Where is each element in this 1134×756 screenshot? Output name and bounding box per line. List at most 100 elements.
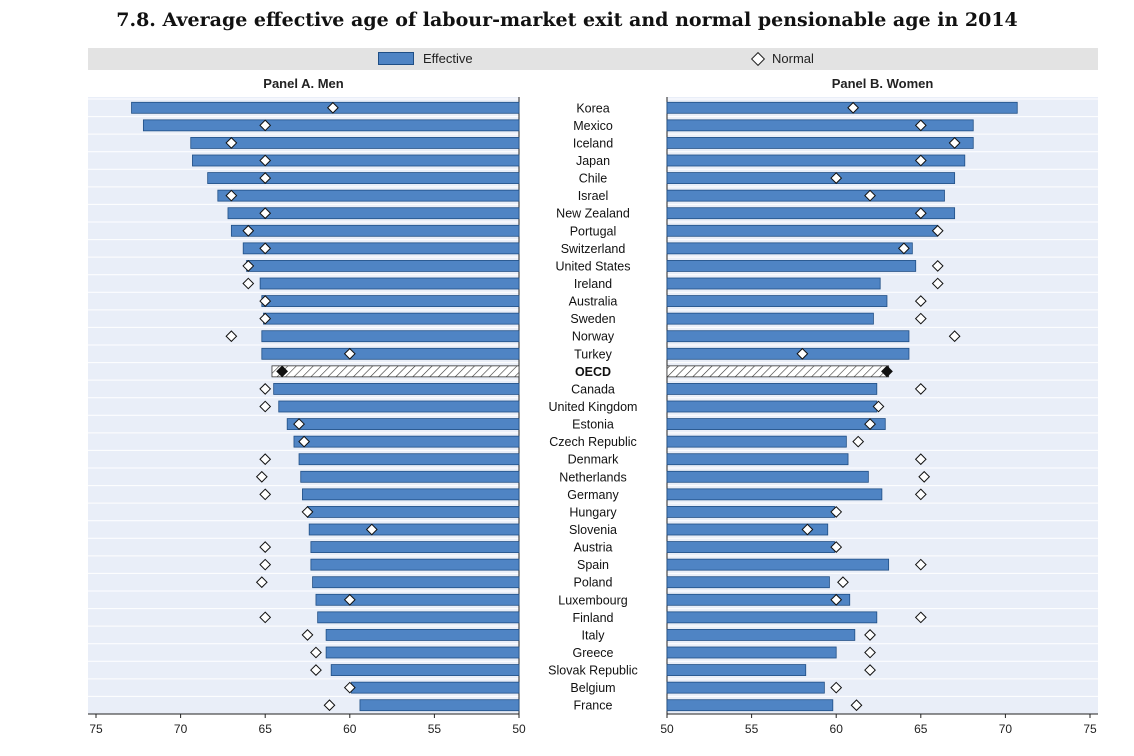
bar-effective	[666, 260, 917, 272]
diamond-normal	[914, 312, 927, 325]
diamond-normal	[914, 611, 927, 624]
diamond-normal	[914, 488, 927, 501]
bar-effective	[351, 681, 520, 694]
category-label: Hungary	[569, 505, 617, 519]
category-label: Czech Republic	[549, 435, 637, 449]
diamond-normal	[259, 312, 272, 325]
legend-label-normal: Normal	[772, 51, 814, 66]
bar-effective	[286, 418, 520, 430]
diamond-normal	[850, 699, 863, 712]
bar-effective	[666, 418, 886, 430]
bar-effective	[666, 699, 834, 712]
category-label: Chile	[579, 172, 608, 186]
bar-effective	[666, 611, 878, 624]
bar-effective	[666, 172, 956, 184]
diamond-normal	[259, 611, 272, 624]
diamond-normal	[864, 646, 876, 659]
diamond-normal	[914, 119, 927, 132]
diamond-normal	[931, 260, 944, 272]
diamond-normal	[830, 593, 843, 606]
panel-a-title: Panel A. Men	[263, 76, 344, 91]
bar-effective	[300, 470, 520, 483]
category-label: Germany	[567, 488, 619, 502]
diamond-normal	[259, 207, 272, 220]
diamond-normal	[242, 277, 255, 290]
x-tick-label: 55	[745, 722, 759, 736]
category-label: Denmark	[568, 453, 619, 467]
category-label: Canada	[571, 382, 615, 396]
diamond-normal	[830, 681, 843, 694]
legend-item-normal: Normal	[750, 51, 814, 66]
bar-effective	[666, 137, 974, 149]
diamond-normal	[830, 172, 843, 184]
legend-item-effective: Effective	[378, 51, 473, 66]
bar-effective	[310, 541, 520, 553]
diamond-normal-oecd	[881, 365, 893, 378]
panel-b-title: Panel B. Women	[831, 76, 934, 91]
x-tick-label: 75	[1083, 722, 1097, 736]
category-label: Portugal	[570, 224, 617, 238]
bar-effective	[207, 172, 520, 184]
diamond-normal	[914, 295, 927, 307]
bar-effective	[330, 664, 520, 676]
bar-effective	[666, 312, 874, 325]
diamond-normal	[948, 137, 961, 149]
diamond-normal	[872, 400, 885, 413]
bar-effective	[666, 541, 835, 553]
bar-effective	[261, 330, 520, 343]
diamond-normal	[225, 330, 238, 343]
diamond-normal	[259, 488, 272, 501]
legend-bar-swatch	[378, 52, 414, 65]
diamond-normal	[914, 154, 927, 167]
diamond-normal	[830, 541, 843, 553]
bar-effective	[298, 453, 520, 466]
bar-effective	[230, 224, 520, 237]
diamond-normal	[914, 383, 927, 395]
category-label: Luxembourg	[558, 593, 628, 607]
diamond-normal	[914, 207, 927, 220]
bar-effective	[131, 101, 520, 114]
diamond-normal	[830, 506, 843, 518]
bar-effective	[261, 295, 520, 307]
bar-effective	[666, 435, 847, 448]
legend: Effective Normal	[88, 48, 1098, 70]
category-label: France	[574, 699, 613, 713]
bar-effective	[666, 523, 829, 536]
bar-effective	[666, 681, 825, 694]
diamond-normal	[259, 242, 272, 255]
x-tick-label: 75	[89, 722, 103, 736]
diamond-normal	[293, 418, 305, 430]
bar-effective	[325, 629, 520, 641]
diamond-normal	[310, 646, 322, 659]
bar-effective	[307, 506, 520, 518]
bar-effective	[246, 260, 520, 272]
diamond-normal	[837, 576, 849, 589]
bar-effective	[666, 558, 890, 571]
bar-effective	[666, 224, 939, 237]
bar-effective	[312, 576, 520, 589]
category-label: Poland	[574, 576, 613, 590]
bar-effective	[259, 277, 520, 290]
diamond-normal	[259, 383, 272, 395]
bar-effective	[666, 119, 974, 132]
diamond-normal	[255, 576, 268, 589]
diamond-normal	[864, 664, 876, 676]
bar-effective	[190, 137, 520, 149]
bar-effective	[666, 101, 1018, 114]
bar-effective	[666, 646, 837, 659]
category-label: Spain	[577, 558, 609, 572]
bar-effective	[310, 558, 520, 571]
diamond-normal	[259, 558, 272, 571]
diamond-normal	[918, 470, 931, 483]
bar-effective	[273, 383, 520, 395]
category-label: United Kingdom	[549, 400, 638, 414]
category-label: Slovenia	[569, 523, 617, 537]
bar-effective	[666, 453, 849, 466]
diamond-normal	[914, 558, 927, 571]
bar-effective	[666, 242, 913, 255]
bar-effective	[666, 400, 878, 413]
bar-effective	[302, 488, 520, 501]
bar-effective	[293, 435, 520, 448]
bar-effective	[666, 383, 878, 395]
category-label: Korea	[576, 101, 609, 115]
